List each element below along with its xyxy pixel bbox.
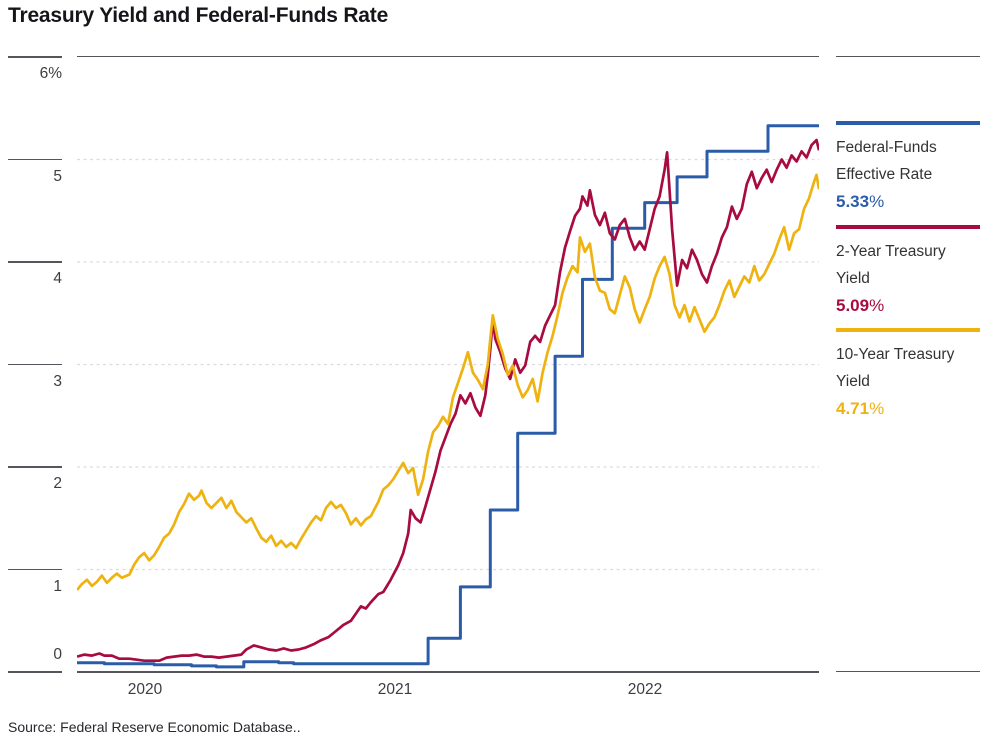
series-line-10-year-treasury-yield — [77, 173, 819, 591]
legend-value: 5.09% — [836, 295, 885, 315]
legend-label-line2: Effective Rate — [836, 165, 933, 183]
y-axis-label: 6% — [39, 65, 62, 82]
plot-area — [77, 124, 819, 669]
y-axis-tick — [8, 568, 62, 571]
legend-swatch-10-year-treasury — [836, 328, 980, 332]
x-axis-label: 2022 — [627, 681, 663, 698]
legend-label: 10-Year Treasury Yield — [836, 341, 980, 395]
x-axis-label: 2021 — [377, 681, 413, 698]
legend-label: 2-Year Treasury Yield — [836, 238, 980, 292]
y-axis-label: 0 — [53, 646, 62, 663]
x-axis-label: 2020 — [127, 681, 163, 698]
legend-label: Federal-Funds Effective Rate — [836, 134, 980, 188]
legend-label-line2: Yield — [836, 269, 870, 287]
y-axis-tick — [8, 158, 62, 161]
legend-item-2-year-treasury: 2-Year Treasury Yield 5.09% — [836, 225, 980, 320]
series-line-2-year-treasury-yield — [77, 138, 819, 663]
source-note: Source: Federal Reserve Economic Databas… — [8, 719, 301, 735]
legend-value: 5.33% — [836, 191, 885, 211]
y-axis-tick — [8, 363, 62, 366]
y-axis-tick — [8, 466, 62, 468]
legend: Federal-Funds Effective Rate 5.33% 2-Yea… — [836, 56, 980, 672]
legend-label-line2: Yield — [836, 372, 870, 390]
y-axis-tick — [8, 56, 62, 58]
legend-item-10-year-treasury: 10-Year Treasury Yield 4.71% — [836, 328, 980, 423]
y-axis-tick — [8, 671, 62, 673]
legend-swatch-federal-funds — [836, 121, 980, 125]
y-axis-tick — [8, 261, 62, 263]
legend-label-line1: 2-Year Treasury — [836, 242, 946, 260]
y-axis-label: 1 — [53, 577, 62, 595]
plot-bottom-border — [77, 671, 819, 673]
y-axis-label: 4 — [53, 270, 62, 287]
legend-bottom-border — [836, 670, 980, 672]
y-axis-label: 3 — [53, 372, 62, 390]
plot-top-border — [77, 56, 819, 58]
legend-value: 4.71% — [836, 398, 885, 418]
y-axis-label: 5 — [53, 167, 62, 185]
y-axis-label: 2 — [53, 475, 62, 492]
legend-swatch-2-year-treasury — [836, 225, 980, 229]
page-title: Treasury Yield and Federal-Funds Rate — [8, 4, 389, 27]
legend-top-border — [836, 56, 980, 58]
legend-item-federal-funds: Federal-Funds Effective Rate 5.33% — [836, 121, 980, 216]
series-line-federal-funds-effective-rate — [77, 124, 819, 669]
legend-label-line1: Federal-Funds — [836, 138, 937, 156]
legend-label-line1: 10-Year Treasury — [836, 345, 955, 363]
